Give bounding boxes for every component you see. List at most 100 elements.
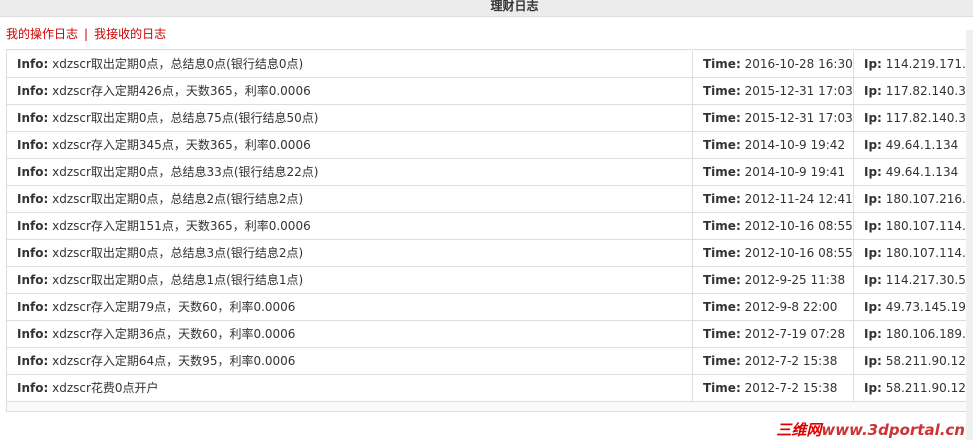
cell-value: 114.219.171.1 [885, 57, 967, 71]
cell: Time: 2012-7-2 15:38 [693, 375, 854, 401]
cell-value: xdzscr存入定期151点，天数365，利率0.0006 [52, 219, 311, 233]
log-row: Info: xdzscr存入定期64点，天数95，利率0.0006 Time: 2… [7, 348, 967, 375]
cell-value: xdzscr取出定期0点，总结息2点(银行结息2点) [52, 192, 304, 206]
watermark-brand: 三维网 [776, 421, 822, 439]
cell-label: Ip: [864, 273, 882, 287]
cell-value: xdzscr取出定期0点，总结息75点(银行结息50点) [52, 111, 319, 125]
cell: Info: xdzscr存入定期79点，天数60，利率0.0006 [7, 294, 693, 320]
cell-label: Ip: [864, 300, 882, 314]
cell-label: Time: [703, 300, 741, 314]
cell: Time: 2015-12-31 17:03 [693, 105, 854, 131]
cell-value: xdzscr存入定期345点，天数365，利率0.0006 [52, 138, 311, 152]
cell-value: 2012-7-19 07:28 [744, 327, 846, 341]
log-row: Info: xdzscr取出定期0点，总结息33点(银行结息22点) Time: … [7, 159, 966, 186]
cell-label: Time: [703, 84, 741, 98]
cell: Time: 2014-10-9 19:41 [693, 159, 854, 185]
cell-value: 2012-7-2 15:38 [744, 381, 838, 395]
cell-label: Time: [703, 381, 741, 395]
cell-label: Time: [703, 246, 741, 260]
cell-label: Time: [703, 354, 741, 368]
cell-label: Info: [17, 381, 49, 395]
log-row: Info: xdzscr取出定期0点，总结息3点(银行结息2点) Time: 20… [7, 240, 967, 267]
cell: Info: xdzscr取出定期0点，总结息0点(银行结息0点) [7, 51, 693, 77]
cell: Ip: 114.217.30.52 [854, 267, 967, 293]
cell-label: Time: [703, 273, 741, 287]
cell-value: 49.64.1.134 [885, 138, 959, 152]
cell-label: Ip: [864, 57, 882, 71]
cell: Info: xdzscr取出定期0点，总结息2点(银行结息2点) [7, 186, 693, 212]
cell-label: Time: [703, 165, 741, 179]
cell-label: Ip: [864, 327, 882, 341]
cell: Ip: 49.73.145.199 [854, 294, 966, 320]
cell: Time: 2012-10-16 08:55 [693, 240, 854, 266]
log-row: Info: xdzscr存入定期79点，天数60，利率0.0006 Time: 2… [7, 294, 966, 321]
cell-value: xdzscr取出定期0点，总结息3点(银行结息2点) [52, 246, 304, 260]
cell: Time: 2012-7-2 15:38 [693, 348, 854, 374]
cell: Ip: 58.211.90.126 [854, 375, 966, 401]
cell-value: xdzscr存入定期79点，天数60，利率0.0006 [52, 300, 296, 314]
cell-value: 117.82.140.38 [885, 84, 967, 98]
cell-label: Ip: [864, 192, 882, 206]
cell-value: 114.217.30.52 [885, 273, 967, 287]
tabs: 我的操作日志 | 我接收的日志 [6, 25, 172, 42]
cell-label: Ip: [864, 165, 882, 179]
log-row: Info: xdzscr取出定期0点，总结息1点(银行结息1点) Time: 20… [7, 267, 967, 294]
cell-value: 58.211.90.126 [885, 354, 967, 368]
cell: Ip: 117.82.140.38 [854, 105, 967, 131]
cell-label: Time: [703, 192, 741, 206]
cell: Ip: 49.64.1.134 [854, 132, 966, 158]
tab[interactable]: 我的操作日志 [6, 27, 79, 41]
cell: Info: xdzscr花费0点开户 [7, 375, 693, 401]
log-row: Info: xdzscr存入定期36点，天数60，利率0.0006 Time: 2… [7, 321, 966, 348]
cell-label: Time: [703, 138, 741, 152]
cell-value: xdzscr存入定期36点，天数60，利率0.0006 [52, 327, 296, 341]
cell-value: xdzscr取出定期0点，总结息0点(银行结息0点) [52, 57, 304, 71]
cell: Time: 2015-12-31 17:03 [693, 78, 854, 104]
cell-value: xdzscr存入定期426点，天数365，利率0.0006 [52, 84, 311, 98]
cell-label: Ip: [864, 111, 882, 125]
cell-value: 117.82.140.38 [885, 111, 967, 125]
log-row: Info: xdzscr取出定期0点，总结息0点(银行结息0点) Time: 20… [7, 51, 967, 78]
cell: Info: xdzscr存入定期151点，天数365，利率0.0006 [7, 213, 693, 239]
log-row: Info: xdzscr存入定期345点，天数365，利率0.0006 Time:… [7, 132, 966, 159]
cell: Time: 2012-10-16 08:55 [693, 213, 854, 239]
cell-label: Info: [17, 354, 49, 368]
cell-label: Ip: [864, 138, 882, 152]
cell-value: 2012-9-8 22:00 [744, 300, 838, 314]
cell-value: 180.107.114.6 [885, 246, 967, 260]
cell-value: xdzscr花费0点开户 [52, 381, 159, 395]
cell: Info: xdzscr存入定期64点，天数95，利率0.0006 [7, 348, 693, 374]
cell: Time: 2012-7-19 07:28 [693, 321, 854, 347]
log-table: Info: xdzscr取出定期0点，总结息0点(银行结息0点) Time: 20… [6, 49, 967, 412]
cell: Ip: 180.106.189.2 [854, 321, 966, 347]
cell-label: Time: [703, 57, 741, 71]
cell: Time: 2012-9-8 22:00 [693, 294, 854, 320]
log-row: Info: xdzscr取出定期0点，总结息75点(银行结息50点) Time: … [7, 105, 967, 132]
cell-value: 49.64.1.134 [885, 165, 959, 179]
cell-label: Info: [17, 327, 49, 341]
cell-value: 2012-11-24 12:41 [744, 192, 853, 206]
cell: Info: xdzscr取出定期0点，总结息3点(银行结息2点) [7, 240, 693, 266]
cell-label: Info: [17, 246, 49, 260]
cell-label: Ip: [864, 381, 882, 395]
log-row: Info: xdzscr存入定期426点，天数365，利率0.0006 Time:… [7, 78, 967, 105]
log-row: Info: xdzscr取出定期0点，总结息2点(银行结息2点) Time: 20… [7, 186, 966, 213]
cell: Ip: 180.107.114.6 [854, 240, 967, 266]
cell-label: Info: [17, 300, 49, 314]
cell-label: Info: [17, 111, 49, 125]
log-row: Info: xdzscr存入定期151点，天数365，利率0.0006 Time:… [7, 213, 966, 240]
cell-label: Time: [703, 111, 741, 125]
watermark-url: www.3dportal.cn [821, 421, 965, 439]
scrollbar [966, 30, 973, 440]
tab[interactable]: 我接收的日志 [94, 27, 167, 41]
cell: Ip: 180.107.114.6 [854, 213, 966, 239]
cell-value: 2016-10-28 16:30 [744, 57, 853, 71]
separator: | [84, 27, 89, 41]
cell-label: Info: [17, 273, 49, 287]
cell-value: xdzscr存入定期64点，天数95，利率0.0006 [52, 354, 296, 368]
watermark: 三维网www.3dportal.cn [776, 419, 965, 440]
cell: Ip: 180.107.216.2 [854, 186, 966, 212]
page-title: 理财日志 [0, 0, 973, 17]
cell-label: Ip: [864, 219, 882, 233]
